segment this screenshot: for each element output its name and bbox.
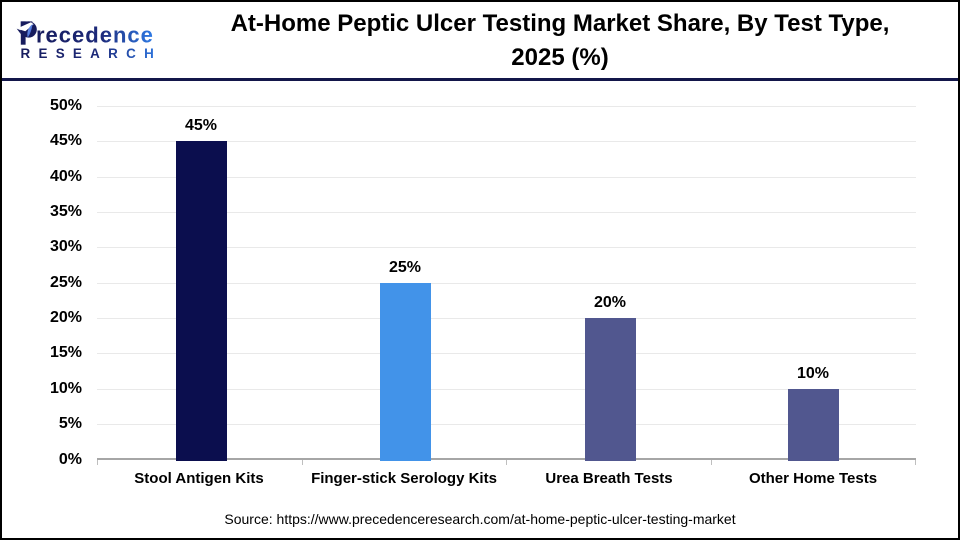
- svg-text:RESEARCH: RESEARCH: [21, 46, 163, 61]
- svg-text:recedence: recedence: [36, 22, 154, 47]
